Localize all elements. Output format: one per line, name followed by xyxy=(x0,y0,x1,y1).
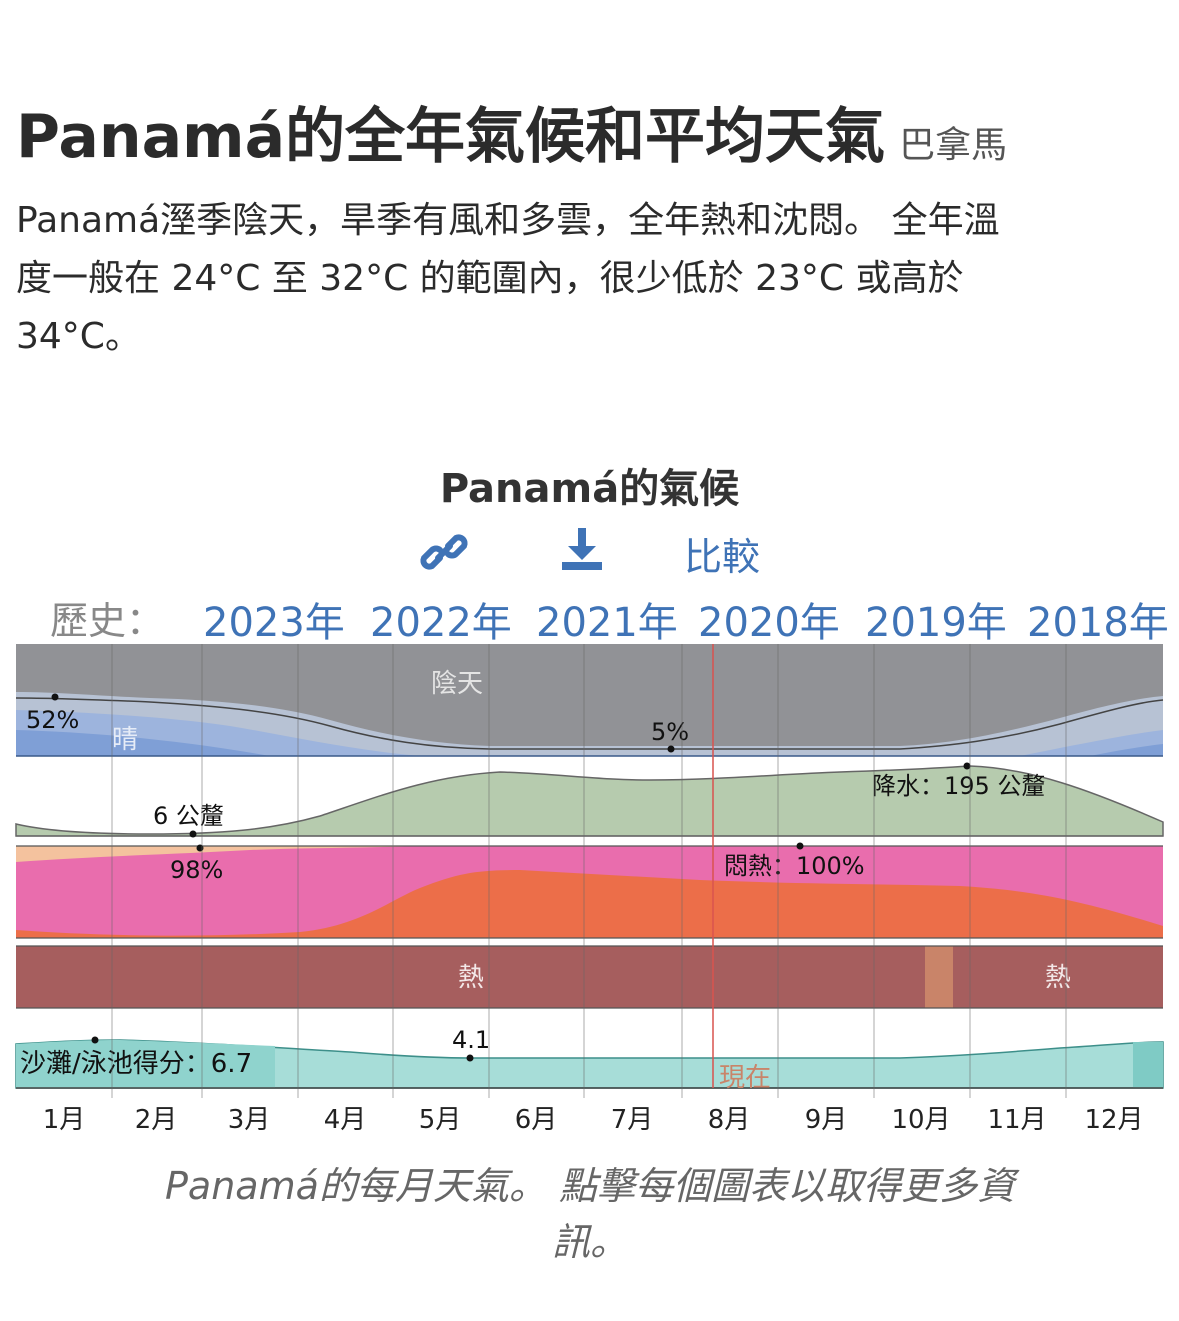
month-tick: 11月 xyxy=(987,1105,1046,1135)
temperature-band[interactable]: 熱 熱 xyxy=(16,945,1163,1009)
page-title: Panamá的全年氣候和平均天氣 巴拿馬 xyxy=(16,88,1007,175)
link-icon[interactable] xyxy=(420,528,468,576)
max-humidity-value: 悶熱：100% xyxy=(724,852,865,880)
precipitation-area xyxy=(15,765,1164,837)
min-beach-value: 4.1 xyxy=(452,1026,490,1054)
year-link-2021[interactable]: 2021年 xyxy=(536,600,678,646)
max-clear-point xyxy=(51,693,59,701)
now-label: 現在 xyxy=(719,1063,771,1093)
clear-area xyxy=(16,710,1163,756)
month-tick: 10月 xyxy=(891,1105,950,1135)
climate-chart[interactable]: 陰天 晴 52% 5% 6 公釐 降水：195 公釐 98% 悶熱：100% 熱… xyxy=(0,640,1179,1150)
title-text: Panamá的全年氣候和平均天氣 xyxy=(16,102,886,172)
description-line: 度一般在 24°C 至 32°C 的範圍內，很少低於 23°C 或高於 xyxy=(16,258,964,299)
beach-score-band[interactable]: 沙灘/泳池得分：6.7 4.1 xyxy=(15,1026,1164,1089)
month-tick: 3月 xyxy=(228,1105,271,1135)
hot-label: 熱 xyxy=(458,963,484,993)
year-link-2019[interactable]: 2019年 xyxy=(865,600,1007,646)
description-line: 34°C。 xyxy=(16,316,141,357)
max-precip-point xyxy=(963,762,971,770)
country-label[interactable]: 巴拿馬 xyxy=(899,125,1008,166)
download-icon[interactable] xyxy=(558,526,606,574)
history-label: 歷史： xyxy=(50,599,165,643)
month-tick: 6月 xyxy=(515,1105,558,1135)
hot-label: 熱 xyxy=(1045,963,1071,993)
beach-score-good-area xyxy=(16,1040,275,1088)
max-humidity-point xyxy=(796,842,804,850)
min-clear-point xyxy=(667,745,675,753)
month-tick: 12月 xyxy=(1084,1105,1143,1135)
overcast-label: 陰天 xyxy=(431,669,483,699)
description-line: Panamá溼季陰天，旱季有風和多雲，全年熱和沈悶。 全年溫 xyxy=(16,200,1000,241)
min-beach-point xyxy=(466,1054,474,1062)
beach-score-area xyxy=(15,1039,1164,1089)
max-beach-point xyxy=(91,1036,99,1044)
month-tick: 1月 xyxy=(43,1105,86,1135)
month-tick: 7月 xyxy=(611,1105,654,1135)
chart-toolbar: 比較 xyxy=(0,526,1179,579)
beach-score-good-area-end xyxy=(1133,1042,1163,1088)
caption-line: Panamá的每月天氣。 點擊每個圖表以取得更多資 xyxy=(165,1164,1015,1208)
month-axis: 1月 2月 3月 4月 5月 6月 7月 8月 9月 10月 11月 12月 xyxy=(43,1105,1144,1135)
month-tick: 2月 xyxy=(135,1105,178,1135)
precipitation-band[interactable]: 6 公釐 降水：195 公釐 xyxy=(15,762,1164,838)
month-tick: 9月 xyxy=(805,1105,848,1135)
min-clear-value: 5% xyxy=(651,718,689,746)
cloud-cover-line xyxy=(15,697,1164,750)
humidity-band[interactable]: 98% 悶熱：100% xyxy=(16,842,1163,939)
cloud-cover-band[interactable]: 陰天 晴 52% 5% xyxy=(15,644,1164,757)
chart-title: Panamá的氣候 xyxy=(439,466,740,512)
beach-score-label: 沙灘/泳池得分：6.7 xyxy=(20,1049,252,1079)
year-link-2020[interactable]: 2020年 xyxy=(698,600,840,646)
month-tick: 5月 xyxy=(419,1105,462,1135)
max-clear-value: 52% xyxy=(26,706,79,734)
min-precip-point xyxy=(189,830,197,838)
clear-label: 晴 xyxy=(112,725,138,755)
min-humidity-value: 98% xyxy=(170,856,223,884)
month-gridlines xyxy=(111,644,1067,1098)
caption-line: 訊。 xyxy=(551,1220,628,1264)
chart-caption: Panamá的每月天氣。 點擊每個圖表以取得更多資 訊。 xyxy=(120,1158,1060,1270)
month-tick: 4月 xyxy=(324,1105,367,1135)
compare-link[interactable]: 比較 xyxy=(684,535,761,579)
hot-area xyxy=(16,946,1163,1008)
year-link-2023[interactable]: 2023年 xyxy=(203,600,345,646)
precip-label: 降水：195 公釐 xyxy=(872,772,1045,800)
year-link-2022[interactable]: 2022年 xyxy=(370,600,512,646)
muggy-comfortable-area xyxy=(16,846,420,862)
month-tick: 8月 xyxy=(708,1105,751,1135)
clear-area-dark xyxy=(16,730,1163,756)
muggy-miserable-area xyxy=(16,870,1163,938)
min-precip-value: 6 公釐 xyxy=(153,802,224,830)
year-link-2018[interactable]: 2018年 xyxy=(1027,600,1169,646)
climate-description: Panamá溼季陰天，旱季有風和多雲，全年熱和沈悶。 全年溫 度一般在 24°C… xyxy=(16,192,1166,366)
warm-area xyxy=(925,946,953,1008)
